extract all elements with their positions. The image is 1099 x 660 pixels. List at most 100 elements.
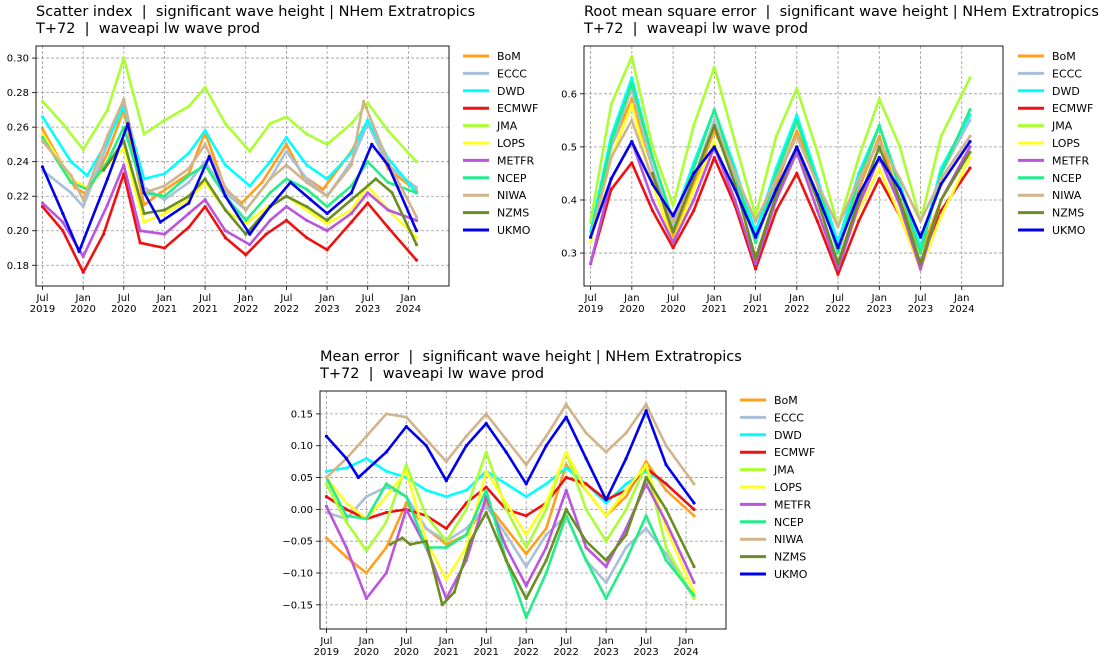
y-tick-label: 0.6 <box>561 89 577 100</box>
data-point-metfr <box>544 545 548 550</box>
data-point-jma <box>268 122 272 126</box>
data-point-niwa <box>857 177 861 181</box>
data-point-niwa <box>349 163 353 167</box>
data-point-ukmo <box>692 501 696 505</box>
legend: BoM ECCC DWD ECMWF JMA LOPS METFR NCEP NIWA NZMS U… <box>463 50 538 237</box>
data-point-ecmwf <box>968 166 972 170</box>
data-point-ecmwf <box>584 482 588 486</box>
x-tick-label: Jul <box>479 636 492 647</box>
data-point-ukmo <box>754 235 758 239</box>
data-point-ncep <box>624 558 628 562</box>
data-point-metfr <box>162 232 167 236</box>
data-point-jma <box>692 596 696 601</box>
data-point-ukmo <box>268 205 272 209</box>
data-point-dwd <box>524 495 528 499</box>
data-point-eccc <box>305 177 309 181</box>
data-point-jma <box>414 160 419 164</box>
data-point-dwd <box>305 163 309 167</box>
data-point-nzms <box>223 208 227 212</box>
data-point-dwd <box>630 76 634 80</box>
data-point-metfr <box>284 205 288 209</box>
data-point-metfr <box>414 218 419 222</box>
x-tick-label: Jan <box>677 636 693 647</box>
data-point-dwd <box>187 151 191 155</box>
data-point-nzms <box>187 194 191 198</box>
x-tick-label: Jul <box>584 293 597 304</box>
data-point-ukmo <box>504 450 508 454</box>
data-point-ncep <box>162 194 167 198</box>
data-point-ukmo <box>650 182 655 186</box>
data-point-nzms <box>244 232 248 236</box>
data-point-ecmwf <box>305 236 309 240</box>
x-tick-label: 2020 <box>619 304 644 315</box>
chart-panel-mean-error: Mean error | significant wave height | N… <box>280 343 840 660</box>
data-point-bom <box>524 552 528 556</box>
data-point-lops <box>624 488 628 492</box>
data-point-ncep <box>584 558 588 562</box>
data-point-jma <box>203 85 207 89</box>
data-point-niwa <box>754 219 758 223</box>
data-point-ukmo <box>61 211 65 216</box>
data-point-ukmo <box>544 444 548 448</box>
data-point-nzms <box>162 208 167 212</box>
data-point-ncep <box>244 218 248 222</box>
data-point-dwd <box>364 456 368 461</box>
data-point-jma <box>589 219 593 223</box>
data-point-ncep <box>284 177 288 181</box>
data-point-ecmwf <box>692 209 696 213</box>
data-point-bom <box>260 180 264 184</box>
data-point-jma <box>692 124 696 128</box>
data-point-metfr <box>248 243 252 247</box>
data-point-nzms <box>564 507 568 511</box>
data-point-ecmwf <box>564 475 568 480</box>
data-point-jma <box>733 140 737 144</box>
axes-frame <box>319 390 727 630</box>
data-point-ncep <box>187 173 191 178</box>
data-point-metfr <box>524 584 528 588</box>
chart-subtitle: T+72 | waveapi lw wave prod <box>36 21 261 37</box>
legend-label-nzms: NZMS <box>774 551 806 564</box>
data-point-metfr <box>105 203 110 207</box>
data-point-ncep <box>644 514 648 518</box>
x-tick-label: 2022 <box>513 647 538 658</box>
data-point-ukmo <box>158 220 162 224</box>
data-point-ecmwf <box>664 482 668 486</box>
data-point-niwa <box>404 415 408 419</box>
data-point-metfr <box>61 220 65 224</box>
data-point-eccc <box>484 504 488 508</box>
data-point-ncep <box>524 615 528 620</box>
data-point-ukmo <box>464 444 468 448</box>
data-point-nzms <box>584 539 588 543</box>
data-point-nzms <box>644 475 648 480</box>
data-point-ncep <box>384 482 388 486</box>
data-point-dwd <box>324 469 328 473</box>
data-point-lops <box>630 102 634 106</box>
data-point-ecmwf <box>324 495 328 499</box>
data-point-niwa <box>268 177 272 181</box>
legend-label-dwd: DWD <box>774 429 802 442</box>
data-point-eccc <box>187 180 191 184</box>
data-point-bom <box>444 542 448 546</box>
data-point-ukmo <box>877 155 881 160</box>
data-point-ecmwf <box>524 514 528 518</box>
data-point-ncep <box>40 135 45 140</box>
data-point-metfr <box>754 262 758 266</box>
x-tick-label: 2021 <box>192 304 217 315</box>
data-point-niwa <box>69 173 73 178</box>
data-point-ecmwf <box>609 187 613 191</box>
data-point-dwd <box>223 163 227 167</box>
data-point-niwa <box>774 177 778 181</box>
data-point-ecmwf <box>138 241 142 245</box>
data-point-ncep <box>386 180 390 184</box>
data-point-nzms <box>712 124 716 128</box>
data-point-ncep <box>464 533 468 537</box>
legend-label-ecmwf: ECMWF <box>774 446 815 459</box>
x-tick-label: Jul <box>198 293 211 304</box>
data-point-ncep <box>484 488 488 492</box>
data-point-nzms <box>968 150 972 154</box>
data-point-ukmo <box>325 211 329 216</box>
data-point-ukmo <box>644 409 648 413</box>
data-point-ukmo <box>584 456 588 461</box>
data-point-jma <box>40 99 45 103</box>
data-point-ukmo <box>589 235 593 239</box>
